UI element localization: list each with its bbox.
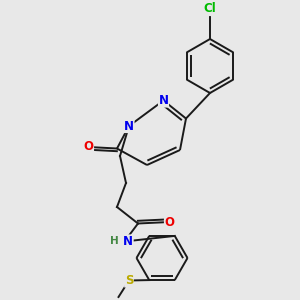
Text: N: N <box>158 94 169 107</box>
Text: N: N <box>123 235 133 248</box>
Text: S: S <box>125 274 133 287</box>
Text: N: N <box>124 119 134 133</box>
Text: Cl: Cl <box>204 2 216 16</box>
Text: H: H <box>110 236 118 246</box>
Text: O: O <box>164 215 175 229</box>
Text: O: O <box>83 140 94 154</box>
